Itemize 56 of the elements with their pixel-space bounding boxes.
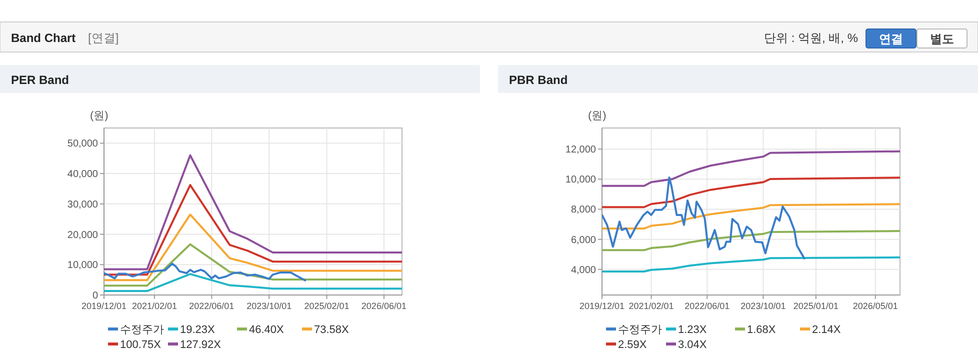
legend-label: 46.40X xyxy=(249,324,285,336)
y-axis-title: (원) xyxy=(90,110,108,122)
line-series xyxy=(602,176,806,260)
text: Band Chart xyxy=(11,31,76,45)
y-tick-label: 8,000 xyxy=(570,204,596,216)
y-axis-title: (원) xyxy=(588,110,606,122)
line-series xyxy=(602,256,900,273)
line-series xyxy=(104,243,402,287)
y-tick-label: 30,000 xyxy=(67,199,98,210)
line-series xyxy=(602,150,900,187)
y-tick-label: 10,000 xyxy=(67,260,98,272)
legend-label: 19.23X xyxy=(180,324,216,336)
line-series xyxy=(104,273,402,292)
legend-label: 2.14X xyxy=(812,324,842,336)
text: 별도 xyxy=(930,32,954,46)
legend-label: 100.75X xyxy=(120,339,162,351)
x-tick-label: 2019/12/01 xyxy=(81,301,127,311)
x-tick-label: 2022/06/01 xyxy=(189,301,234,311)
legend-label: 73.58X xyxy=(314,324,350,336)
legend-label: 1.68X xyxy=(747,324,776,336)
y-tick-label: 10,000 xyxy=(565,174,596,186)
line-series xyxy=(602,203,900,230)
y-tick-label: 0 xyxy=(92,290,98,302)
x-tick-label: 2026/05/01 xyxy=(852,301,898,311)
x-tick-label: 2022/06/01 xyxy=(684,301,730,311)
legend-label: 2.59X xyxy=(618,339,648,351)
legend-label: 127.92X xyxy=(180,339,222,351)
chart-title: PER Band xyxy=(11,73,70,87)
text: [연결] xyxy=(88,31,119,45)
y-tick-label: 40,000 xyxy=(67,169,98,180)
chart-title: PBR Band xyxy=(509,73,568,87)
legend-label: 수정주가 xyxy=(618,324,662,336)
y-tick-label: 50,000 xyxy=(67,138,98,150)
y-tick-label: 4,000 xyxy=(570,264,596,276)
x-tick-label: 2023/10/01 xyxy=(740,301,786,311)
y-tick-label: 20,000 xyxy=(67,230,98,241)
x-tick-label: 2025/02/01 xyxy=(304,301,350,311)
text: 연결 xyxy=(879,32,903,46)
line-series xyxy=(104,214,402,282)
text: 단위 : 억원, 배, % xyxy=(764,31,858,45)
x-tick-label: 2025/01/01 xyxy=(793,301,838,311)
line-series xyxy=(104,154,402,270)
x-tick-label: 2021/02/01 xyxy=(132,301,177,311)
line-series xyxy=(104,262,306,282)
legend-label: 1.23X xyxy=(678,324,708,336)
line-series xyxy=(602,230,900,252)
x-tick-label: 2023/10/01 xyxy=(246,301,292,311)
x-tick-label: 2021/02/01 xyxy=(628,301,674,311)
line-series xyxy=(602,176,900,208)
x-tick-label: 2019/12/01 xyxy=(579,301,625,311)
line-series xyxy=(104,184,402,276)
x-tick-label: 2026/06/01 xyxy=(361,301,406,311)
y-tick-label: 6,000 xyxy=(570,234,596,246)
legend-label: 3.04X xyxy=(678,339,708,351)
legend-label: 수정주가 xyxy=(120,324,164,336)
y-tick-label: 12,000 xyxy=(565,144,596,156)
